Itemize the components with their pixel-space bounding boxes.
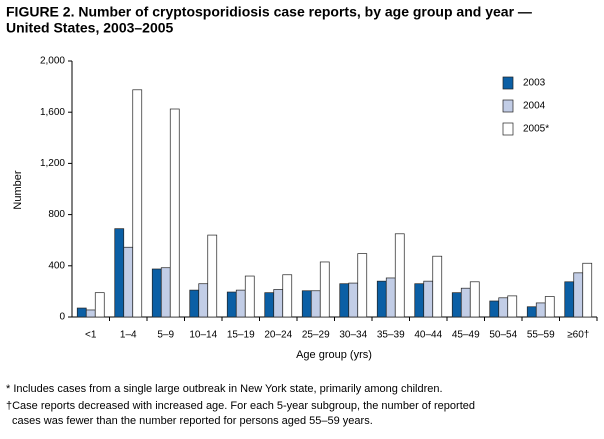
bar — [507, 295, 518, 318]
bar — [282, 274, 293, 318]
chart-title: United States, 2003–2005 — [6, 20, 174, 36]
x-tick-label: 35–39 — [377, 330, 405, 341]
bar — [169, 108, 180, 318]
bar — [526, 306, 537, 318]
legend-swatch — [502, 76, 514, 90]
x-tick-label: <1 — [85, 330, 97, 341]
chart-title: FIGURE 2. Number of cryptosporidiosis ca… — [6, 4, 532, 20]
y-tick-label: 2,000 — [40, 56, 65, 67]
bar — [469, 281, 480, 318]
footnote: †Case reports decreased with increased a… — [6, 400, 475, 412]
bar — [319, 261, 330, 318]
y-axis-label: Number — [12, 170, 24, 209]
bar — [244, 275, 255, 318]
bar — [414, 283, 425, 318]
footnote: * Includes cases from a single large out… — [6, 383, 443, 395]
bar — [207, 234, 218, 318]
x-tick-label: ≥60† — [567, 330, 589, 341]
bar — [535, 302, 546, 318]
bar — [198, 283, 209, 318]
y-tick-label: 1,200 — [40, 158, 65, 169]
bar — [573, 272, 584, 318]
bar — [376, 280, 387, 318]
bar — [310, 290, 321, 318]
bar — [498, 297, 509, 318]
legend-swatch — [502, 122, 514, 136]
bar — [432, 255, 443, 318]
x-tick-label: 30–34 — [339, 330, 367, 341]
bar — [394, 233, 405, 318]
bar — [582, 262, 593, 318]
x-tick-label: 40–44 — [414, 330, 442, 341]
bar — [564, 281, 575, 318]
legend-swatch — [502, 99, 514, 113]
x-tick-label: 25–29 — [302, 330, 330, 341]
bar — [151, 268, 162, 318]
bar — [76, 307, 87, 318]
bar — [339, 283, 350, 318]
x-tick-label: 50–54 — [489, 330, 517, 341]
bar — [132, 89, 143, 318]
y-tick-label: 400 — [48, 260, 65, 271]
bar — [273, 289, 284, 318]
x-tick-label: 45–49 — [452, 330, 480, 341]
bar — [189, 289, 200, 318]
x-tick-label: 10–14 — [189, 330, 217, 341]
legend-label: 2003 — [523, 78, 546, 89]
x-tick-label: 1–4 — [120, 330, 137, 341]
bar — [160, 267, 171, 318]
y-tick-label: 0 — [59, 312, 65, 323]
x-axis-label: Age group (yrs) — [296, 349, 372, 361]
x-tick-label: 55–59 — [527, 330, 555, 341]
x-tick-label: 15–19 — [227, 330, 255, 341]
x-tick-label: 20–24 — [264, 330, 292, 341]
y-tick-label: 800 — [48, 209, 65, 220]
bar — [385, 277, 396, 318]
footnote: cases was fewer than the number reported… — [12, 415, 373, 427]
bar — [114, 228, 125, 318]
bar — [544, 296, 555, 318]
bar — [235, 289, 246, 318]
bar — [264, 292, 275, 318]
x-tick-label: 5–9 — [157, 330, 174, 341]
y-tick-label: 1,600 — [40, 107, 65, 118]
bar — [301, 290, 312, 318]
bar — [85, 309, 96, 318]
bar — [423, 280, 434, 318]
legend-label: 2005* — [523, 124, 549, 135]
legend-label: 2004 — [523, 101, 546, 112]
bar — [357, 253, 368, 318]
bar — [489, 300, 500, 318]
bar — [123, 246, 134, 318]
bar — [460, 287, 471, 318]
bar — [226, 291, 237, 318]
bar — [94, 292, 105, 318]
bar — [348, 282, 359, 318]
bar — [451, 292, 462, 318]
